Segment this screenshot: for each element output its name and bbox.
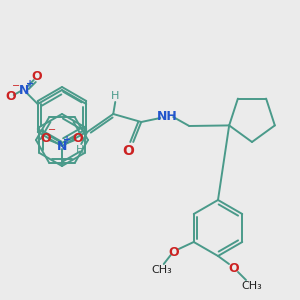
Text: N: N: [19, 83, 29, 97]
Text: −: −: [12, 81, 20, 91]
Text: CH₃: CH₃: [152, 265, 172, 275]
Text: H: H: [76, 145, 84, 155]
Text: O: O: [41, 131, 51, 145]
Text: O: O: [122, 144, 134, 158]
Text: CH₃: CH₃: [242, 281, 262, 291]
Text: +: +: [63, 135, 71, 145]
Text: O: O: [5, 89, 16, 103]
Text: O: O: [168, 245, 179, 259]
Text: O: O: [73, 131, 83, 145]
Text: −: −: [48, 125, 56, 135]
Text: H: H: [111, 91, 119, 101]
Text: NH: NH: [157, 110, 178, 122]
Text: O: O: [229, 262, 239, 275]
Text: N: N: [57, 140, 67, 152]
Text: +: +: [26, 79, 34, 89]
Text: O: O: [32, 70, 42, 83]
